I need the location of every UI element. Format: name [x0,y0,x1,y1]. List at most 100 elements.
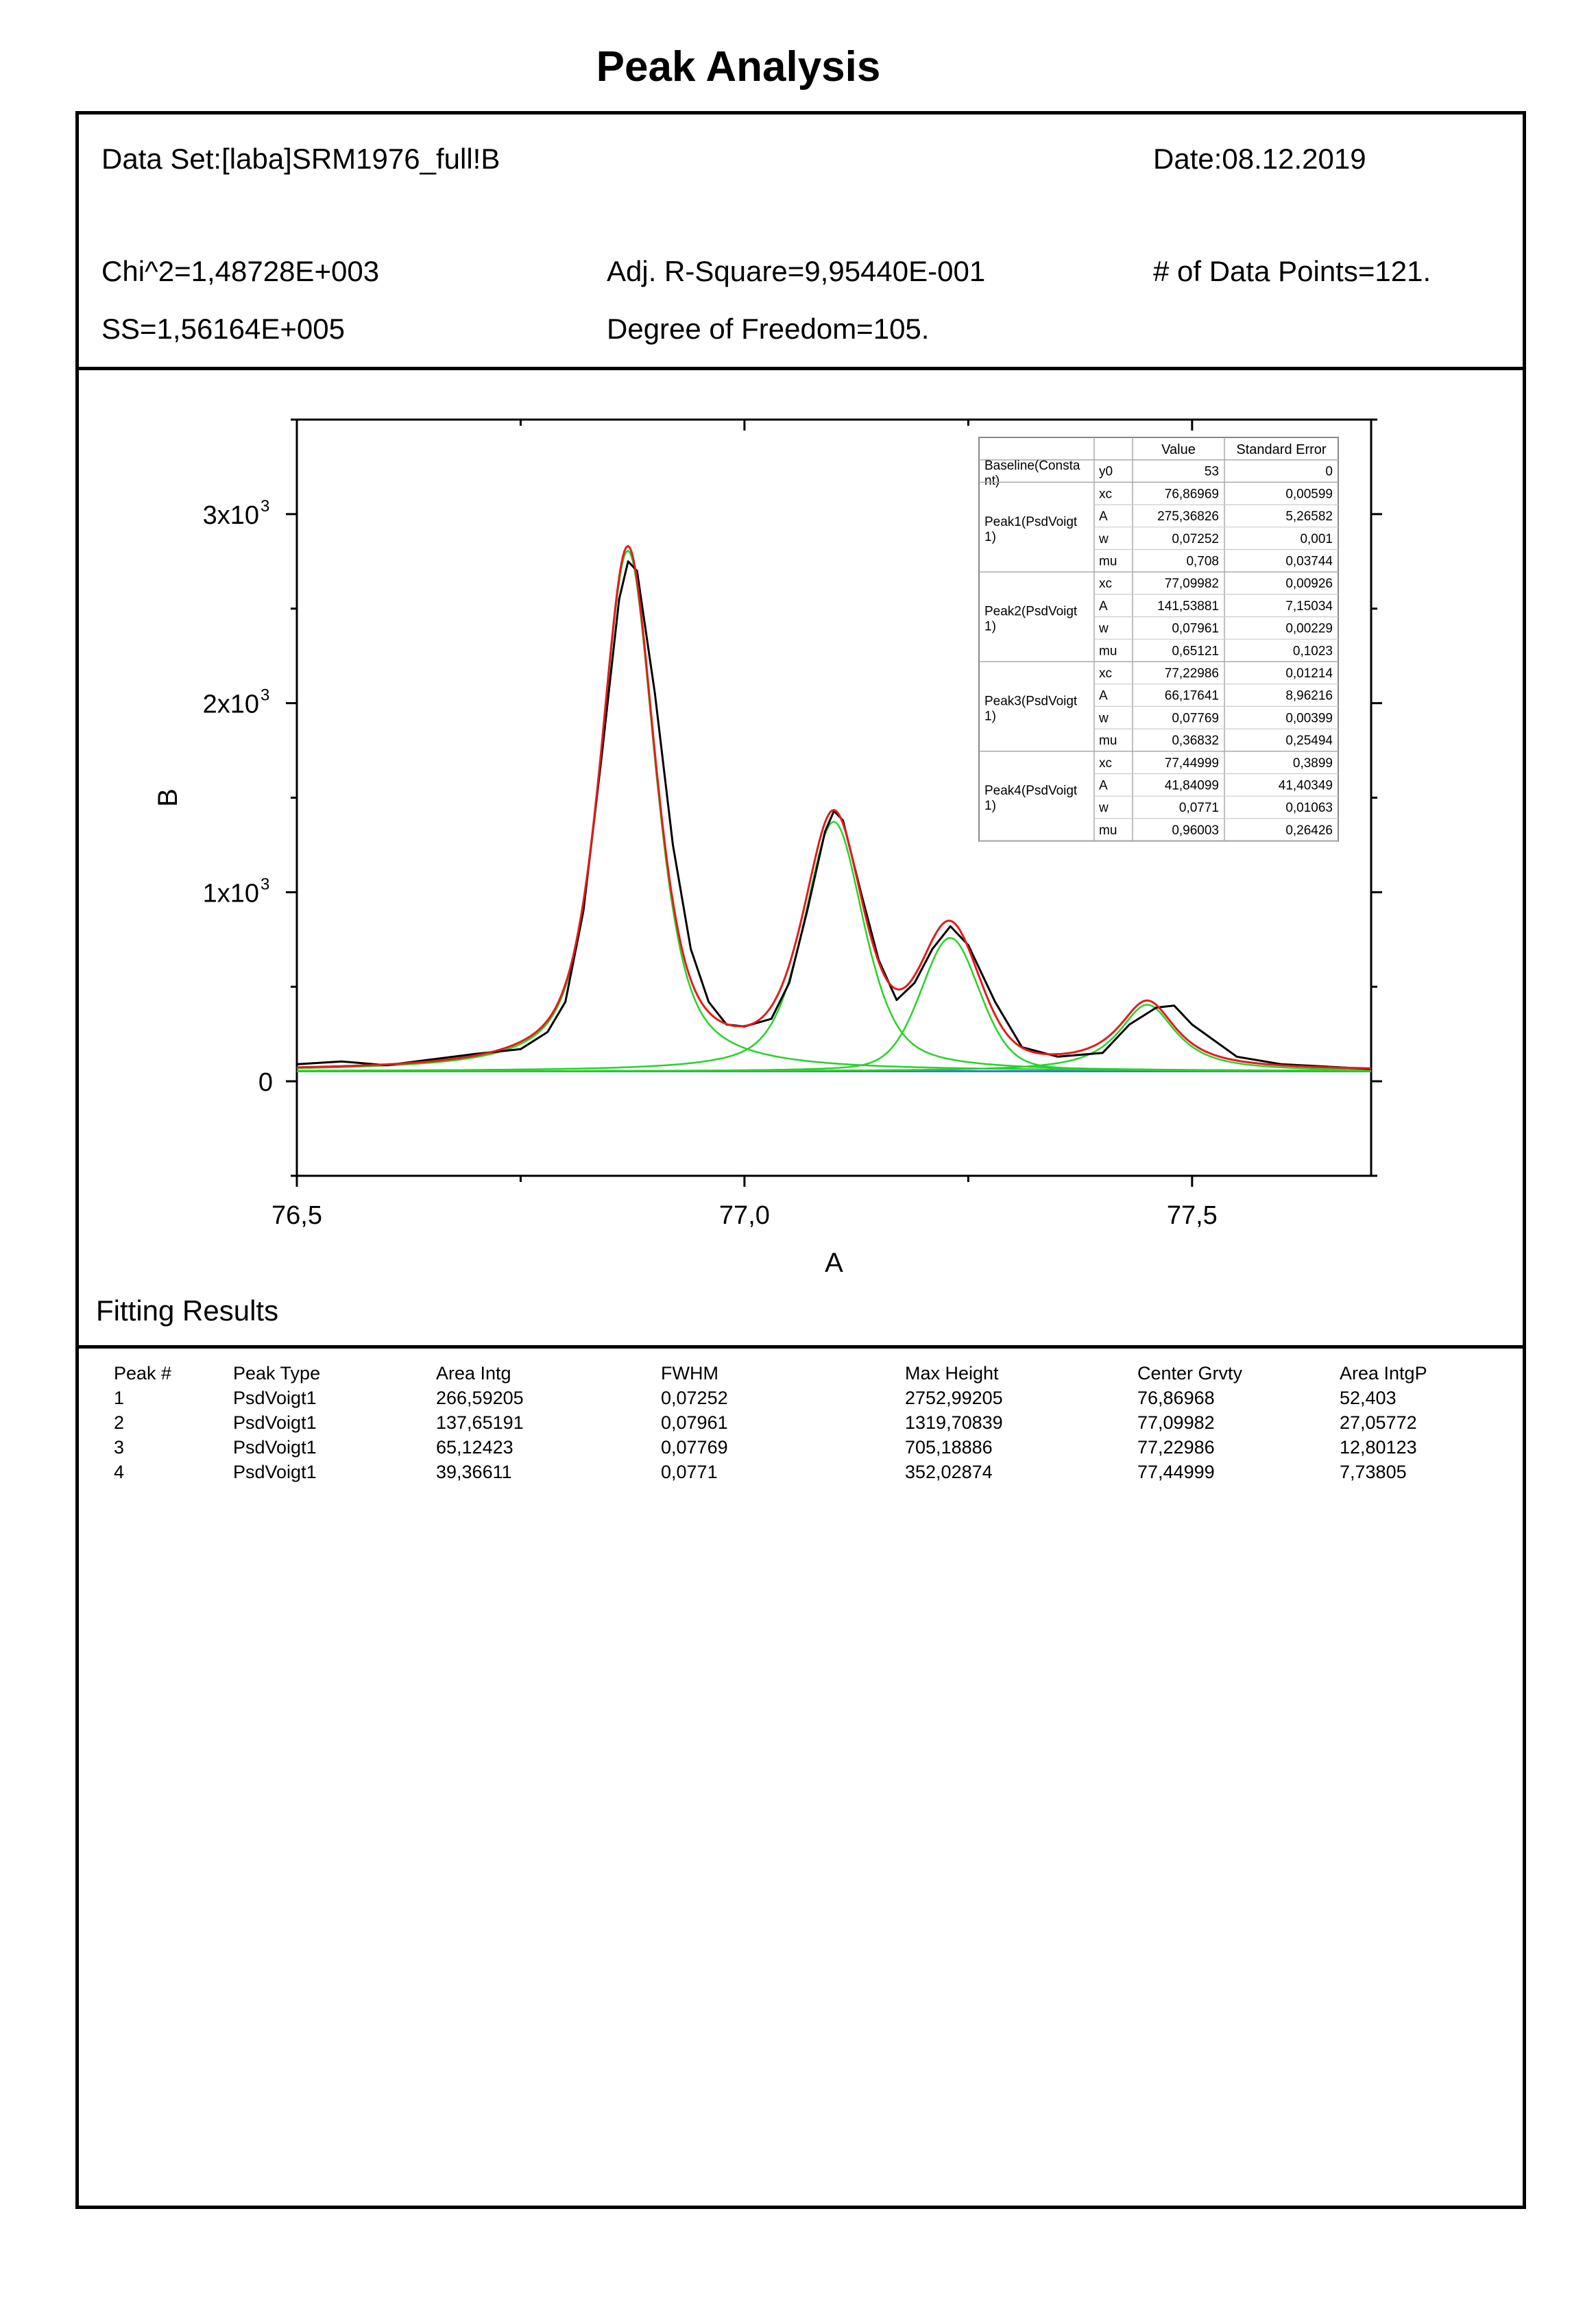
parameter-error: 0,03744 [1285,555,1333,569]
y-tick-label: 2x10 [203,690,259,719]
results-cell: 3 [114,1437,125,1458]
parameter-name: w [1098,711,1109,725]
data-points-label: # of Data Points=121. [1153,255,1431,287]
parameter-group-name: Peak3(PsdVoigt [984,694,1078,708]
parameter-error: 0 [1325,465,1333,479]
parameter-error: 5,26582 [1285,509,1333,524]
x-tick-label: 77,0 [719,1201,770,1230]
parameter-name: xc [1099,577,1112,591]
peak-curve-peak4 [297,1004,1371,1072]
results-cell: 52,403 [1340,1388,1396,1408]
results-column-header: FWHM [661,1363,718,1384]
results-cell: 1 [114,1388,125,1408]
y-tick-label: 1x10 [203,879,259,908]
parameter-name: mu [1099,555,1117,569]
y-tick-exponent: 3 [261,875,269,893]
parameter-error: 0,00399 [1285,711,1333,725]
parameter-group-name: 1) [984,709,996,723]
parameter-group-name: Baseline(Consta [984,459,1080,473]
parameter-group-name: Peak4(PsdVoigt [984,784,1078,798]
parameter-name: A [1099,779,1108,793]
parameter-value: 0,36832 [1172,734,1219,748]
adj-r-square-label: Adj. R-Square=9,95440E-001 [607,255,986,287]
parameter-value: 0,07252 [1172,532,1219,546]
parameter-value: 141,53881 [1157,599,1219,614]
parameter-name: A [1099,599,1108,614]
y-tick-label: 0 [258,1068,273,1097]
parameter-name: mu [1099,644,1117,658]
parameter-table-header: Value [1161,442,1196,457]
parameter-error: 7,15034 [1285,599,1333,614]
results-cell: 65,12423 [436,1437,513,1458]
parameter-error: 0,00229 [1285,622,1333,636]
parameter-error: 0,00599 [1285,487,1333,501]
results-cell: 39,36611 [436,1462,512,1482]
parameter-error: 0,01214 [1285,666,1333,681]
peak-curve-peak2 [297,821,1371,1072]
results-cell: 4 [114,1462,125,1482]
results-cell: 352,02874 [905,1462,993,1482]
results-cell: 76,86968 [1137,1388,1215,1408]
results-cell: 0,07961 [661,1412,728,1433]
parameter-error: 0,01063 [1285,801,1333,815]
parameter-name: mu [1099,823,1117,838]
parameter-value: 0,07961 [1172,622,1219,636]
parameter-name: w [1098,532,1109,546]
y-tick-exponent: 3 [261,497,269,516]
page-title: Peak Analysis [596,43,881,90]
peak-curve-peak3 [297,937,1371,1072]
parameter-error: 0,00926 [1285,577,1333,591]
results-cell: 7,73805 [1340,1462,1407,1482]
parameter-name: w [1098,622,1109,636]
results-cell: 2 [114,1412,125,1433]
results-cell: 0,07769 [661,1437,728,1458]
results-cell: 12,80123 [1340,1437,1417,1458]
parameter-value: 275,36826 [1157,509,1219,524]
results-cell: 77,09982 [1137,1412,1215,1433]
results-cell: 705,18886 [905,1437,993,1458]
results-cell: 137,65191 [436,1412,524,1433]
y-tick-label: 3x10 [203,501,259,530]
parameter-value: 41,84099 [1165,779,1219,793]
results-column-header: Peak Type [233,1363,321,1384]
parameter-value: 0,0771 [1179,801,1219,815]
parameter-name: A [1099,509,1108,524]
parameter-error: 41,40349 [1279,779,1333,793]
parameter-value: 66,17641 [1165,689,1219,703]
results-cell: 77,22986 [1137,1437,1215,1458]
results-cell: 0,0771 [661,1462,718,1482]
x-tick-label: 76,5 [271,1201,322,1230]
parameter-group-name: Peak1(PsdVoigt [984,515,1078,529]
date-label: Date:08.12.2019 [1153,143,1366,175]
parameter-value: 0,708 [1186,555,1219,569]
parameter-name: y0 [1099,465,1113,479]
results-column-header: Area Intg [436,1363,511,1384]
header-divider [75,367,1526,370]
plot-area [297,544,1371,1072]
results-cell: PsdVoigt1 [233,1388,317,1408]
y-tick-exponent: 3 [261,686,269,705]
x-tick-label: 77,5 [1167,1201,1218,1230]
parameter-error: 0,1023 [1293,644,1333,658]
parameter-value: 77,44999 [1165,756,1219,771]
results-cell: 77,44999 [1137,1462,1215,1482]
fitting-results-title: Fitting Results [96,1294,279,1327]
parameter-table-header: Standard Error [1236,442,1327,457]
parameter-value: 76,86969 [1165,487,1219,501]
data-line [297,560,1371,1070]
parameter-value: 53 [1205,465,1219,479]
parameter-group-name: Peak2(PsdVoigt [984,605,1078,619]
parameter-name: xc [1099,666,1112,681]
results-cell: 1319,70839 [905,1412,1003,1433]
parameter-group-name: 1) [984,530,996,544]
parameter-value: 0,07769 [1172,711,1219,725]
parameter-error: 0,001 [1300,532,1333,546]
parameter-value: 0,65121 [1172,644,1219,658]
parameter-error: 8,96216 [1285,689,1333,703]
results-column-header: Max Height [905,1363,999,1384]
results-cell: 0,07252 [661,1388,728,1408]
parameter-value: 77,09982 [1165,577,1219,591]
dof-label: Degree of Freedom=105. [607,313,930,345]
parameter-group-name: 1) [984,620,996,634]
